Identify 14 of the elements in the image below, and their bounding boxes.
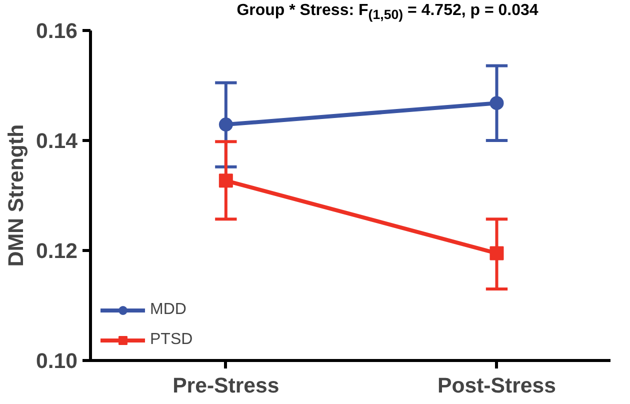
point xyxy=(490,246,504,260)
y-tick-label: 0.10 xyxy=(36,349,78,373)
point xyxy=(490,96,504,110)
y-axis-title: DMN Strength xyxy=(4,124,28,267)
y-tick-label: 0.14 xyxy=(36,129,78,153)
text: Group * Stress: F$_{(1,50)}$ = 4.752, p = 0.034 xyxy=(236,1,538,24)
y-tick-label: 0.16 xyxy=(36,19,78,43)
x-tick-label: Pre-Stress xyxy=(172,374,280,398)
point xyxy=(218,174,233,188)
legend-label: MDD xyxy=(150,301,186,319)
legend-label: PTSD xyxy=(150,331,193,349)
point xyxy=(218,118,233,132)
y-tick-label: 0.12 xyxy=(36,239,78,263)
x-tick-label: Post-Stress xyxy=(437,374,556,398)
